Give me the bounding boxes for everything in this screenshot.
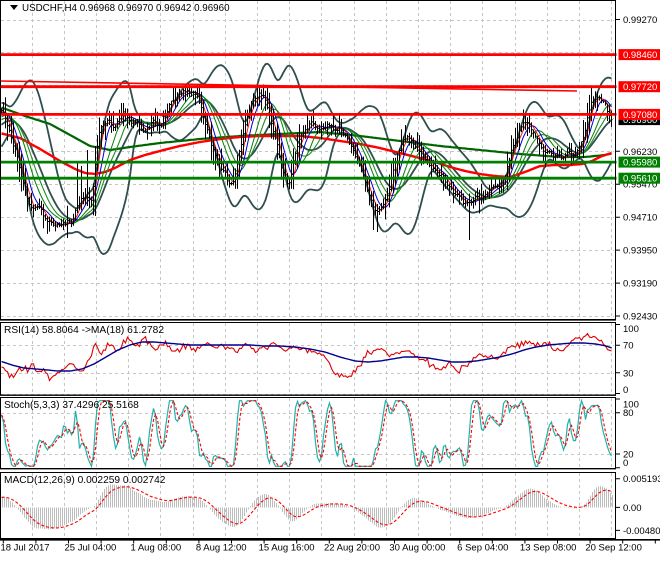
svg-text:-0.004809: -0.004809: [623, 526, 660, 537]
svg-text:0.92430: 0.92430: [623, 312, 657, 323]
svg-text:0: 0: [623, 458, 628, 469]
svg-text:0.99270: 0.99270: [623, 15, 657, 26]
svg-text:0: 0: [623, 385, 628, 396]
svg-text:USDCHF,H4 0.96968 0.96970 0.9: USDCHF,H4 0.96968 0.96970 0.96942 0.9696…: [22, 3, 230, 14]
svg-text:70: 70: [623, 341, 634, 352]
svg-text:80: 80: [623, 408, 634, 419]
svg-text:6 Sep 04:00: 6 Sep 04:00: [457, 543, 508, 554]
svg-text:1 Aug 08:00: 1 Aug 08:00: [130, 543, 181, 554]
svg-text:0.95980: 0.95980: [623, 158, 657, 169]
svg-text:0.97080: 0.97080: [623, 110, 657, 121]
svg-text:22 Aug 20:00: 22 Aug 20:00: [324, 543, 380, 554]
svg-text:0.93950: 0.93950: [623, 246, 657, 257]
svg-text:0.93190: 0.93190: [623, 279, 657, 290]
svg-text:Stoch(5,3,3) 37.4296 25.5168: Stoch(5,3,3) 37.4296 25.5168: [4, 400, 139, 411]
svg-text:100: 100: [623, 324, 639, 335]
svg-text:0.005193: 0.005193: [623, 474, 660, 485]
svg-text:30 Aug 00:00: 30 Aug 00:00: [389, 543, 445, 554]
svg-text:MACD(12,26,9) 0.002259 0.00274: MACD(12,26,9) 0.002259 0.002742: [4, 475, 166, 486]
svg-text:0.00: 0.00: [623, 503, 642, 514]
svg-text:25 Jul 04:00: 25 Jul 04:00: [65, 543, 117, 554]
svg-text:15 Aug 16:00: 15 Aug 16:00: [259, 543, 315, 554]
svg-text:0.97720: 0.97720: [623, 82, 657, 93]
svg-text:0.96230: 0.96230: [623, 147, 657, 158]
svg-text:8 Aug 12:00: 8 Aug 12:00: [196, 543, 247, 554]
svg-text:20 Sep 12:00: 20 Sep 12:00: [585, 543, 642, 554]
svg-text:30: 30: [623, 368, 634, 379]
svg-text:0.95610: 0.95610: [623, 174, 657, 185]
svg-text:13 Sep 08:00: 13 Sep 08:00: [520, 543, 577, 554]
svg-text:0.98460: 0.98460: [623, 50, 657, 61]
svg-text:18 Jul 2017: 18 Jul 2017: [0, 543, 49, 554]
svg-text:RSI(14) 58.8064 ->MA(18) 61.2: RSI(14) 58.8064 ->MA(18) 61.2782: [4, 325, 164, 336]
svg-text:0.94710: 0.94710: [623, 213, 657, 224]
